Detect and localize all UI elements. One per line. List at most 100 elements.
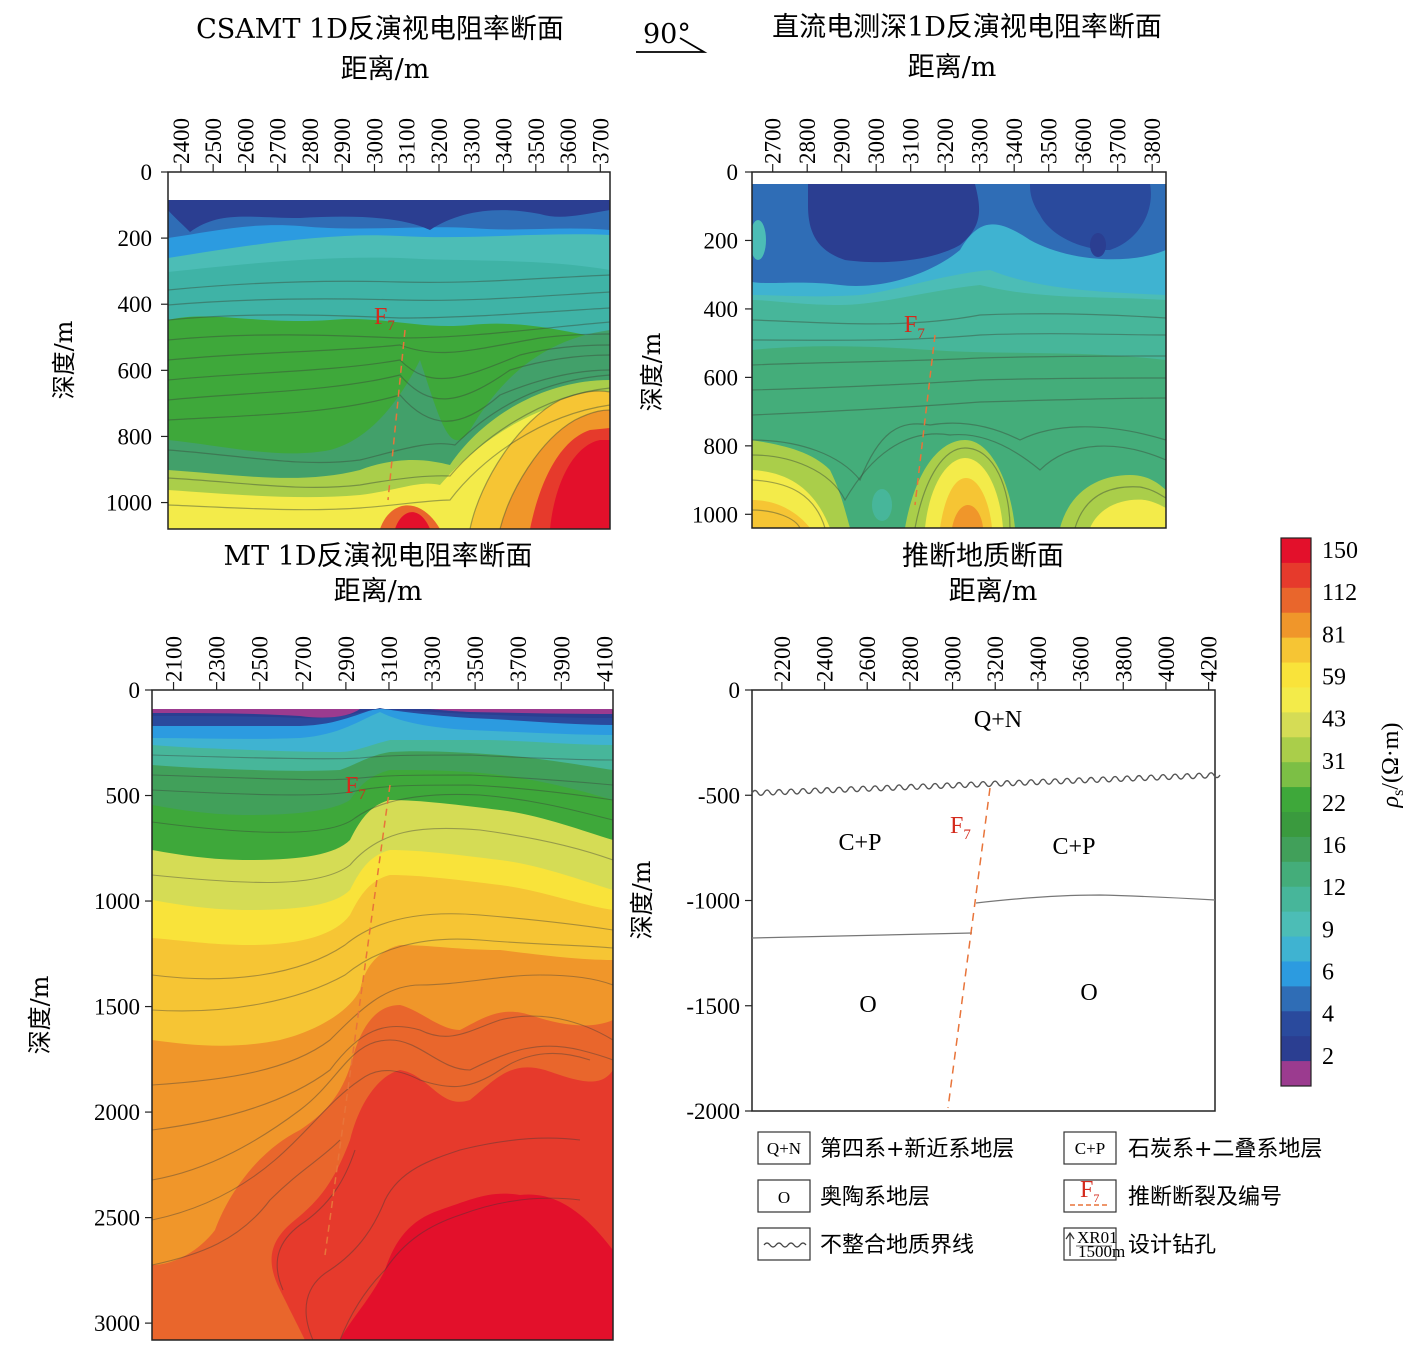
x-tick-label: 3200 [983,636,1008,682]
colorbar-tick-label: 112 [1322,580,1357,606]
fault-label-f7: F7 [374,304,395,334]
x-tick-label: 3200 [933,118,958,164]
x-tick-label: 4200 [1197,636,1222,682]
x-tick-label: 2500 [248,636,273,682]
legend-symbol-box [1063,1131,1117,1165]
x-tick-label: 3800 [1111,636,1136,682]
x-tick-label: 3000 [864,118,889,164]
x-tick-label: 2400 [813,636,838,682]
x-tick-label: 2800 [795,118,820,164]
x-tick-label: 2100 [162,636,187,682]
x-tick-label: 3100 [377,636,402,682]
legend: Q+N 第四系+新近系地层 C+P 石炭系+二叠系地层 O 奥陶系地层 F7 推… [757,1131,1322,1261]
x-tick-label: 3100 [395,118,420,164]
unit-label-o-left: O [859,992,876,1018]
y-tick-label: -1000 [686,889,740,914]
colorbar-label: ρs/(Ω·m) [1378,723,1407,809]
y-tick-label: 3000 [94,1311,140,1336]
y-tick-label: 1000 [94,889,140,914]
y-tick-label: -500 [698,783,740,808]
x-tick-label: 3500 [524,118,549,164]
colorbar-frame [1280,537,1312,1087]
colorbar-swatch [1281,986,1311,1012]
x-tick-label: 2900 [334,636,359,682]
legend-text: 推断断裂及编号 [1128,1185,1282,1210]
resistivity-contour-field [152,708,613,1340]
unit-label-c-p-right: C+P [1053,834,1096,860]
panel-dc-sounding: 直流电测深1D反演视电阻率断面 距离/m 2700 2800 2900 3000 310… [638,12,1167,529]
x-tick-label: 2700 [761,118,786,164]
y-tick-label: 600 [118,358,153,383]
colorbar-tick-label: 4 [1322,1002,1334,1028]
colorbar-swatch [1281,587,1311,614]
y-tick-label: 600 [704,365,739,390]
colorbar-swatch [1281,562,1311,589]
legend-wave-icon [763,1242,807,1248]
colorbar-swatch [1281,1011,1311,1037]
unit-label-q-n: Q+N [974,707,1022,733]
x-tick-label: 3400 [1002,118,1027,164]
legend-text: 不整合地质界线 [820,1233,974,1258]
y-axis-label: 深度/m [50,320,78,399]
x-axis-label: 距离/m [908,52,997,83]
legend-borehole-id: XR01 [1077,1228,1118,1247]
colorbar-swatch [1281,911,1311,938]
colorbar-swatch [1281,538,1311,564]
fault-label-f7: F7 [345,773,366,803]
x-tick-label: 3200 [427,118,452,164]
colorbar-swatch [1281,1036,1311,1062]
x-tick-label: 3600 [1071,118,1096,164]
y-tick-label: 1000 [692,502,738,527]
y-tick-labels: 0 500 1000 1500 2000 2500 3000 [94,678,152,1336]
y-axis-label: 深度/m [628,860,656,939]
colorbar-tick-label: 59 [1322,664,1346,690]
formation-boundary-left [751,932,973,939]
legend-text: 设计钻孔 [1128,1233,1216,1258]
y-tick-label: -1500 [686,994,740,1019]
unconformity-line [751,772,1221,797]
x-tick-label: 3300 [459,118,484,164]
x-tick-label: 3300 [420,636,445,682]
panel-mt: MT 1D反演视电阻率断面 距离/m 2100 2300 2500 2700 2900 3… [26,541,617,1341]
fault-line-f7 [387,329,406,501]
panel-geology: 推断地质断面 距离/m 2200 2400 2600 2800 3000 3200 3400… [628,541,1222,1124]
legend-symbol-box [757,1179,811,1213]
resistivity-contour-field [168,200,610,529]
y-tick-label: 500 [106,784,141,809]
x-tick-label: 2900 [830,118,855,164]
direction-indicator: 90° [636,19,708,53]
x-tick-label: 3400 [492,118,517,164]
y-tick-label: 0 [129,678,141,703]
x-tick-labels: 2200 2400 2600 2800 3000 3200 3400 3600 3800 4000… [770,636,1222,690]
unit-label-o-right: O [1080,980,1097,1006]
colorbar-swatch [1281,637,1311,664]
colorbar-swatch [1281,1061,1311,1087]
x-axis-label: 距离/m [341,54,430,85]
colorbar-tick-label: 9 [1322,917,1334,943]
colorbar-tick-label: 150 [1322,538,1358,564]
x-tick-label: 3100 [899,118,924,164]
y-tick-label: 400 [118,292,153,317]
x-tick-label: 3700 [506,636,531,682]
x-tick-label: 3300 [968,118,993,164]
colorbar-tick-label: 16 [1322,833,1346,859]
colorbar-swatch [1281,687,1311,713]
colorbar-swatch [1281,712,1311,738]
fault-label-f7: F7 [904,312,925,342]
legend-text: 第四系+新近系地层 [820,1137,1014,1162]
y-tick-labels: 0 200 400 600 800 1000 [106,160,168,516]
legend-symbol-o: O [778,1188,790,1207]
legend-symbol-box [757,1227,811,1261]
x-tick-label: 3500 [1037,118,1062,164]
colorbar-tick-label: 81 [1322,622,1346,648]
x-axis-label: 距离/m [334,576,423,607]
x-tick-label: 2800 [898,636,923,682]
colorbar-swatch [1281,961,1311,987]
panel-csamt: CSAMT 1D反演视电阻率断面 距离/m 2400 2500 2600 2700 28… [50,14,613,530]
legend-text: 石炭系+二叠系地层 [1128,1137,1322,1162]
panel-title: CSAMT 1D反演视电阻率断面 [196,14,564,45]
direction-arrow-icon [636,37,708,53]
colorbar-tick-label: 43 [1322,707,1346,733]
fault-label-f7: F7 [950,813,971,843]
direction-label: 90° [643,19,691,50]
